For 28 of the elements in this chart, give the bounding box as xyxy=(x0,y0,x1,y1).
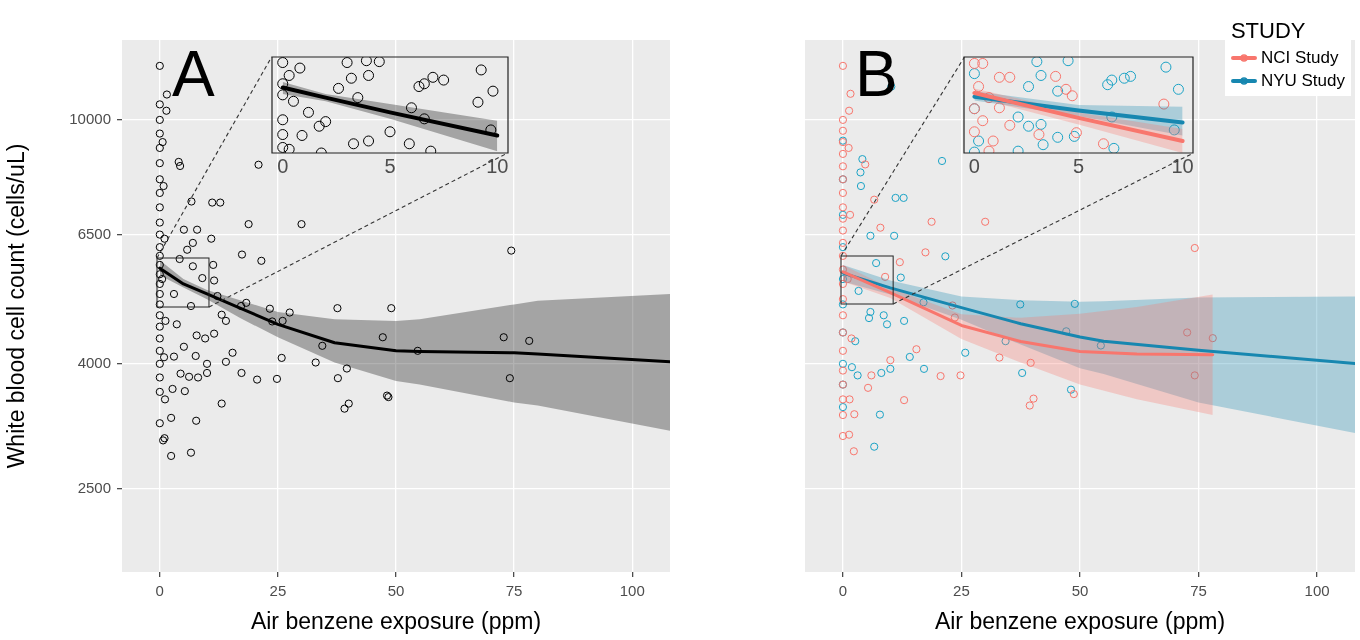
x-tick-label: 75 xyxy=(505,582,523,600)
legend-label: NCI Study xyxy=(1260,47,1339,68)
annotation: B xyxy=(855,37,898,110)
x-tick-label: 0 xyxy=(968,154,980,177)
x-tick-label: 100 xyxy=(1304,582,1330,600)
x-tick-label: 0 xyxy=(277,154,289,177)
y-tick-label: 4000 xyxy=(77,353,111,371)
x-tick-label: 50 xyxy=(387,582,405,600)
x-tick-label: 5 xyxy=(384,154,396,177)
x-axis-title: Air benzene exposure (ppm) xyxy=(250,607,542,634)
x-tick-label: 0 xyxy=(155,582,164,600)
legend-label: NYU Study xyxy=(1260,70,1345,91)
annotation: A xyxy=(172,37,215,110)
x-tick-label: 10 xyxy=(486,154,509,177)
x-tick-label: 100 xyxy=(619,582,645,600)
x-tick-label: 50 xyxy=(1071,582,1089,600)
y-tick-label: 2500 xyxy=(77,479,111,497)
x-tick-label: 10 xyxy=(1171,154,1194,177)
x-tick-label: 5 xyxy=(1072,154,1085,177)
x-tick-label: 75 xyxy=(1190,582,1207,600)
x-tick-label: 25 xyxy=(953,582,970,600)
x-tick-label: 25 xyxy=(269,582,287,600)
y-tick-label: 10000 xyxy=(69,110,111,128)
y-tick-label: 6500 xyxy=(77,224,111,242)
legend-title: STUDY xyxy=(1230,18,1307,44)
x-axis-title: Air benzene exposure (ppm) xyxy=(934,607,1226,634)
x-tick-label: 0 xyxy=(838,582,848,600)
y-axis-title: White blood cell count (cells/uL) xyxy=(3,143,30,469)
